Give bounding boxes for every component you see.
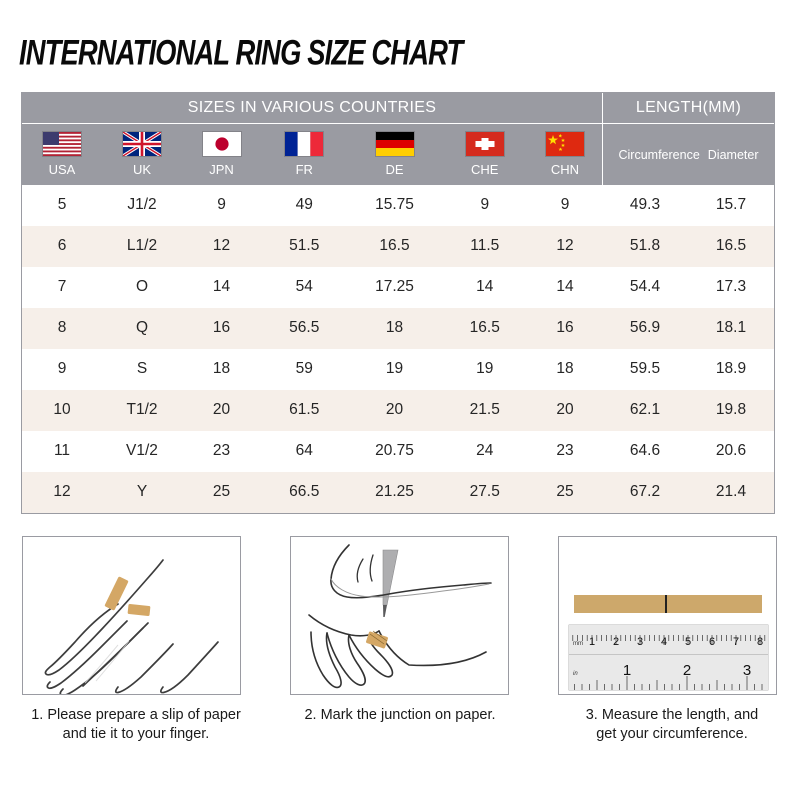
- svg-text:8: 8: [757, 636, 763, 648]
- svg-text:2: 2: [613, 636, 619, 648]
- svg-text:3: 3: [743, 662, 751, 679]
- svg-text:2: 2: [683, 662, 691, 679]
- svg-text:3: 3: [637, 636, 643, 648]
- svg-text:5: 5: [685, 636, 691, 648]
- svg-text:mm: mm: [573, 641, 583, 647]
- svg-text:1: 1: [589, 636, 595, 648]
- svg-text:6: 6: [709, 636, 715, 648]
- svg-text:7: 7: [733, 636, 739, 648]
- svg-text:in: in: [573, 671, 578, 677]
- svg-text:4: 4: [661, 636, 667, 648]
- svg-text:1: 1: [623, 662, 631, 679]
